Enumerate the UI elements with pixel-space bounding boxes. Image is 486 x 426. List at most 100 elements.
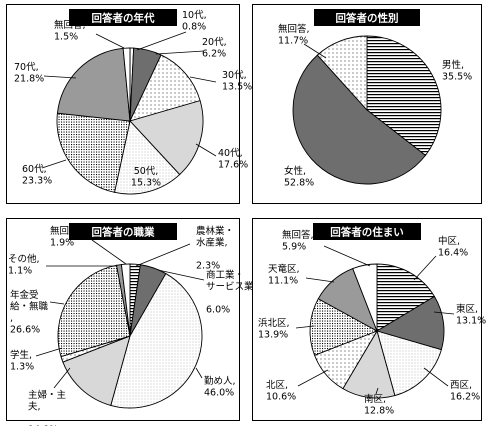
pie-slice — [129, 54, 201, 122]
leader-line — [157, 269, 205, 281]
slice-name-part: 年金受 — [10, 289, 39, 301]
leader-line — [35, 347, 63, 357]
pie-slice — [56, 112, 131, 193]
svg-text:回答者の年代: 回答者の年代 — [92, 12, 155, 25]
slice-percent: 15.3% — [131, 178, 161, 189]
slice-name: 北区, — [266, 380, 288, 391]
leader-line — [305, 277, 335, 283]
slice-name-part: 農林業・ — [196, 225, 234, 237]
slice-percent: 21.8% — [14, 74, 44, 85]
pie-slice — [129, 100, 204, 176]
slice-name: 30代, — [222, 70, 247, 81]
slice-percent: 23.3% — [22, 176, 52, 187]
slice-name: 70代, — [14, 62, 39, 73]
slice-percent: 11.7% — [278, 36, 308, 47]
slice-percent: 13.9% — [258, 330, 288, 341]
slice-name: 天竜区, — [268, 263, 300, 275]
slice-percent: 35.5% — [442, 72, 472, 83]
slice-label: 女性,52.8% — [284, 165, 314, 189]
pie-slice — [366, 35, 442, 156]
slice-name: 浜北区, — [258, 318, 290, 329]
slice-name-part: 夫, — [28, 401, 41, 413]
slice-percent: 16.2% — [450, 392, 480, 403]
pie-slice — [57, 264, 131, 358]
slice-label: 天竜区,11.1% — [268, 263, 300, 287]
slice-percent: 5.9% — [282, 242, 306, 253]
slice-name: 男性, — [442, 59, 464, 71]
slice-name: 勤め人, — [204, 375, 236, 387]
leader-line — [303, 43, 327, 59]
slice-name-part: 商工業・ — [206, 269, 244, 281]
slice-percent: 16.4% — [438, 248, 468, 259]
slice-percent: 13.5% — [222, 82, 252, 93]
slice-percent: 6.0% — [206, 305, 230, 316]
slice-name-part: サービス業, — [206, 281, 257, 293]
slice-label: 農林業・水産業, 2.3% — [196, 225, 234, 272]
leader-line — [95, 33, 125, 49]
slice-label: 北区,10.6% — [266, 380, 296, 403]
slice-percent: 52.8% — [284, 178, 314, 189]
leader-line — [433, 311, 455, 315]
slice-percent: 10.6% — [266, 392, 296, 403]
pie-slice — [122, 47, 131, 122]
slice-percent: 6.2% — [202, 49, 226, 60]
leader-line — [413, 255, 437, 281]
slice-percent: 1.1% — [8, 266, 32, 277]
slice-name-part: , — [10, 313, 13, 324]
slice-percent: 26.6% — [10, 325, 40, 336]
pie-slice — [56, 47, 131, 122]
slice-label: 10代,0.8% — [182, 10, 207, 33]
slice-label: 40代,17.6% — [218, 148, 248, 171]
slice-percent: 0.8% — [182, 22, 206, 33]
slice-percent: 2.3% — [196, 261, 220, 272]
slice-label: 浜北区,13.9% — [258, 318, 290, 341]
slice-name: 東区, — [456, 303, 478, 315]
pie-slice — [316, 35, 368, 112]
slice-label: 60代,23.3% — [22, 164, 52, 187]
leader-line — [297, 369, 329, 387]
leader-line — [375, 387, 379, 395]
slice-name: 学生, — [10, 349, 32, 361]
slice-label: 20代,6.2% — [202, 37, 227, 60]
leader-line — [53, 367, 71, 389]
slice-label: 男性,35.5% — [442, 59, 472, 83]
leader-line — [135, 243, 191, 267]
slice-label: 50代,15.3% — [131, 166, 161, 189]
leader-line — [195, 367, 203, 379]
leader-line — [423, 367, 449, 387]
leader-line — [195, 143, 217, 157]
slice-percent: 1.9% — [50, 238, 74, 249]
leader-line — [189, 76, 217, 83]
svg-text:回答者の性別: 回答者の性別 — [336, 12, 399, 25]
leader-line — [323, 245, 371, 267]
slice-name: 無回答, — [278, 23, 310, 35]
slice-percent: 14.8% — [28, 425, 58, 426]
slice-name: 60代, — [22, 164, 47, 175]
svg-text:回答者の職業: 回答者の職業 — [92, 226, 155, 239]
slice-label: 無回答,5.9% — [282, 229, 314, 253]
slice-label: 中区,16.4% — [438, 235, 468, 259]
slice-label: 商工業・サービス業, 6.0% — [206, 269, 257, 316]
slice-name: 南区, — [364, 393, 386, 405]
slice-label: 主婦・主夫, 14.8% — [28, 389, 66, 426]
slice-label: 勤め人,46.0% — [204, 375, 236, 399]
leader-line — [295, 325, 315, 329]
slice-name: 50代, — [134, 166, 159, 177]
slice-name: 無回答, — [54, 19, 86, 31]
slice-label: 学生,1.3% — [10, 349, 34, 373]
slice-label: 南区,12.8% — [364, 393, 394, 417]
pie-slice — [110, 272, 203, 409]
slice-percent: 17.6% — [218, 160, 248, 171]
slice-name-part: 主婦・主 — [28, 389, 66, 401]
leader-line — [49, 301, 65, 305]
pie-slice — [352, 263, 378, 332]
slice-name: 無回答, — [282, 229, 314, 241]
leader-line — [91, 239, 127, 265]
leader-line — [41, 159, 67, 169]
leader-line — [155, 50, 205, 55]
slice-percent: 13.1% — [456, 316, 486, 327]
slice-label: 70代,21.8% — [14, 62, 44, 85]
slice-name-part: 水産業, — [196, 237, 228, 249]
